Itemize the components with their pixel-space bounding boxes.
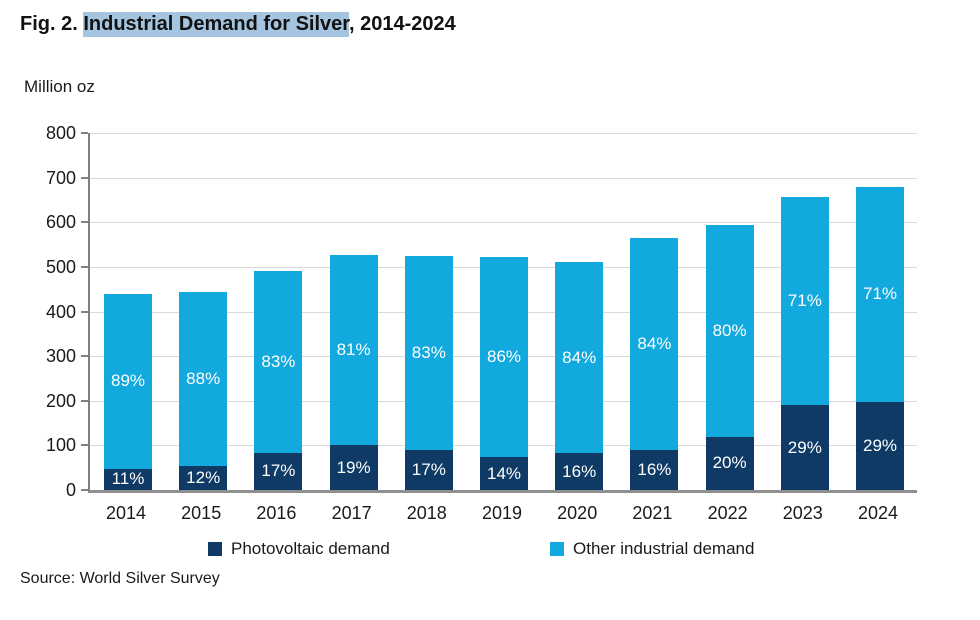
y-axis-tick-400 xyxy=(81,310,88,313)
bar-percent-label-photovoltaic-2017: 19% xyxy=(336,457,371,477)
bar-segment-other-industrial-2015: 88% xyxy=(179,292,228,467)
legend-label-other-industrial: Other industrial demand xyxy=(573,539,755,558)
x-axis-label-2023: 2023 xyxy=(782,503,823,523)
x-axis-label-2018: 2018 xyxy=(406,503,447,523)
legend: Photovoltaic demand Other industrial dem… xyxy=(0,539,980,559)
bar-percent-label-other-industrial-2022: 80% xyxy=(712,321,747,341)
bar-percent-label-other-industrial-2018: 83% xyxy=(411,343,446,363)
bar-segment-other-industrial-2014: 89% xyxy=(104,293,152,469)
bar-percent-label-other-industrial-2020: 84% xyxy=(562,347,597,367)
y-axis-tick-label-800: 800 xyxy=(45,123,76,143)
bar-percent-label-photovoltaic-2024: 29% xyxy=(862,436,898,456)
figure-title: Fig. 2. Industrial Demand for Silver, 20… xyxy=(20,12,456,37)
y-axis-tick-label-600: 600 xyxy=(45,212,76,233)
y-axis-tick-500 xyxy=(81,265,88,268)
y-axis-tick-600 xyxy=(81,221,88,224)
bar-percent-label-photovoltaic-2021: 16% xyxy=(637,459,672,479)
bar-percent-label-other-industrial-2017: 81% xyxy=(336,340,371,360)
x-axis-label-2014: 2014 xyxy=(105,503,147,523)
bar-segment-photovoltaic-2014: 11% xyxy=(104,468,152,490)
legend-item-photovoltaic: Photovoltaic demand xyxy=(208,539,390,559)
bar-segment-other-industrial-2016: 83% xyxy=(254,271,303,453)
bar-segment-photovoltaic-2022: 20% xyxy=(705,436,754,490)
y-axis-tick-300 xyxy=(81,355,88,358)
bar-segment-other-industrial-2024: 71% xyxy=(856,186,904,403)
bar-percent-label-other-industrial-2019: 86% xyxy=(486,347,522,367)
y-axis-tick-label-500: 500 xyxy=(45,256,76,277)
bar-percent-label-photovoltaic-2015: 12% xyxy=(186,468,221,488)
x-axis-label-2022: 2022 xyxy=(707,503,748,523)
gridline-700 xyxy=(90,177,917,179)
bar-percent-label-photovoltaic-2022: 20% xyxy=(712,453,747,473)
x-axis-label-2015: 2015 xyxy=(181,503,222,523)
legend-item-other-industrial: Other industrial demand xyxy=(550,539,754,559)
x-axis-label-2019: 2019 xyxy=(481,503,523,523)
bar-segment-photovoltaic-2015: 12% xyxy=(179,466,228,490)
title-highlight: Industrial Demand for Silver xyxy=(83,12,349,37)
y-axis-unit-label: Million oz xyxy=(24,77,95,96)
bar-percent-label-photovoltaic-2016: 17% xyxy=(261,461,296,481)
y-axis-tick-label-300: 300 xyxy=(45,346,76,367)
bar-percent-label-other-industrial-2015: 88% xyxy=(186,369,221,389)
legend-label-photovoltaic: Photovoltaic demand xyxy=(231,539,390,558)
bar-segment-photovoltaic-2018: 17% xyxy=(404,450,453,490)
bar-percent-label-other-industrial-2021: 84% xyxy=(637,334,672,354)
bar-segment-photovoltaic-2017: 19% xyxy=(329,445,378,490)
bar-segment-photovoltaic-2023: 29% xyxy=(780,405,829,490)
y-axis-tick-800 xyxy=(81,132,88,134)
bar-segment-other-industrial-2023: 71% xyxy=(780,196,829,406)
y-axis-tick-label-0: 0 xyxy=(65,480,76,500)
x-axis-label-2016: 2016 xyxy=(256,503,297,523)
y-axis-tick-label-700: 700 xyxy=(45,167,76,188)
bar-segment-photovoltaic-2020: 16% xyxy=(555,453,604,490)
bar-segment-other-industrial-2018: 83% xyxy=(404,255,453,451)
x-axis-label-2021: 2021 xyxy=(632,503,673,523)
source-note: Source: World Silver Survey xyxy=(20,570,220,587)
y-axis-tick-0 xyxy=(81,489,88,491)
x-axis-label-2020: 2020 xyxy=(557,503,598,523)
legend-swatch-photovoltaic-icon xyxy=(208,542,222,556)
bar-segment-other-industrial-2020: 84% xyxy=(555,261,604,454)
bar-segment-other-industrial-2017: 81% xyxy=(329,254,378,446)
bar-segment-other-industrial-2019: 86% xyxy=(480,256,528,458)
bar-segment-photovoltaic-2019: 14% xyxy=(480,457,528,490)
y-axis-tick-label-400: 400 xyxy=(45,301,76,322)
y-axis-tick-700 xyxy=(81,176,88,179)
bar-percent-label-photovoltaic-2018: 17% xyxy=(411,460,446,480)
title-prefix: Fig. 2. xyxy=(20,13,84,35)
y-axis-tick-labels: 0 100 200 300 400 500 600 700 800 xyxy=(0,123,76,500)
bar-segment-photovoltaic-2024: 29% xyxy=(856,402,904,490)
y-axis-tick-label-100: 100 xyxy=(45,435,76,456)
x-axis-labels: 2014 2015 2016 2017 2018 2019 2020 2021 2022 2023… xyxy=(88,503,915,527)
bar-segment-other-industrial-2022: 80% xyxy=(705,225,754,437)
bar-percent-label-other-industrial-2024: 71% xyxy=(862,284,898,304)
bar-percent-label-other-industrial-2023: 71% xyxy=(787,291,822,311)
bar-percent-label-photovoltaic-2019: 14% xyxy=(486,463,522,483)
y-axis-tick-200 xyxy=(81,399,88,402)
title-suffix: , 2014-2024 xyxy=(348,13,456,35)
bar-segment-photovoltaic-2016: 17% xyxy=(254,452,303,490)
bar-percent-label-photovoltaic-2023: 29% xyxy=(787,437,822,457)
bar-percent-label-other-industrial-2014: 89% xyxy=(110,371,146,391)
bar-segment-photovoltaic-2021: 16% xyxy=(630,449,679,490)
x-axis-label-2024: 2024 xyxy=(857,503,899,523)
plot-area: 11% 89% 12% 88% 17% 83% 19% 81% 17% 83% 14% 86% 16% 8… xyxy=(81,132,917,493)
gridline-800 xyxy=(90,133,917,134)
gridline-600 xyxy=(90,222,917,224)
y-axis-tick-label-200: 200 xyxy=(45,390,76,411)
bar-percent-label-other-industrial-2016: 83% xyxy=(261,352,296,372)
bar-percent-label-photovoltaic-2020: 16% xyxy=(562,461,597,481)
y-axis-tick-100 xyxy=(81,444,88,447)
x-axis-label-2017: 2017 xyxy=(331,503,372,523)
bar-segment-other-industrial-2021: 84% xyxy=(630,238,679,450)
legend-swatch-other-industrial-icon xyxy=(550,542,564,556)
bar-percent-label-photovoltaic-2014: 11% xyxy=(111,469,145,489)
